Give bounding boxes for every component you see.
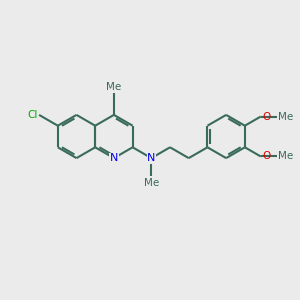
Text: N: N — [110, 153, 118, 163]
Text: O: O — [262, 152, 271, 161]
Text: Me: Me — [278, 152, 294, 161]
Text: N: N — [147, 153, 155, 163]
Text: N: N — [147, 153, 155, 163]
Text: Me: Me — [278, 112, 294, 122]
Text: Me: Me — [106, 82, 122, 92]
Text: Cl: Cl — [27, 110, 38, 120]
Text: Me: Me — [144, 178, 159, 188]
Text: O: O — [262, 112, 271, 122]
